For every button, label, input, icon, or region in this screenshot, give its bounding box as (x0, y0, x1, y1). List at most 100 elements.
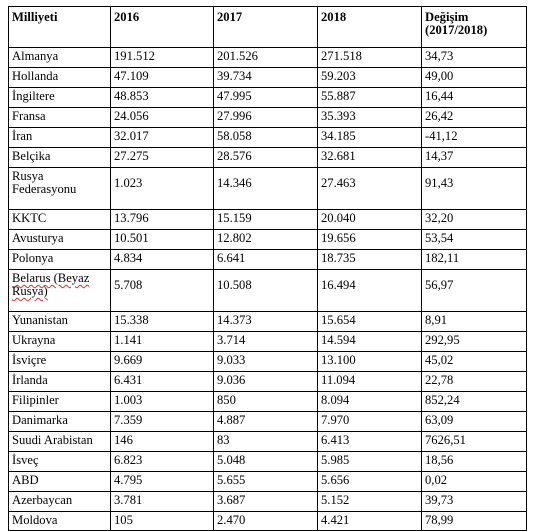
value-2016-cell: 4.795 (110, 471, 214, 492)
change-cell: -41,12 (421, 127, 527, 148)
value-2016-cell: 6.431 (110, 371, 214, 392)
value-2016-cell: 7.359 (110, 411, 214, 432)
value-2016-cell: 1.023 (110, 167, 214, 210)
change-cell: 22,78 (421, 371, 527, 392)
change-cell: 0,02 (421, 471, 527, 492)
value-2017-cell: 3.714 (213, 331, 318, 352)
nationality-cell: Azerbaycan (8, 491, 111, 512)
value-2018-cell: 11.094 (317, 371, 422, 392)
value-2017-cell: 28.576 (213, 147, 318, 168)
header-change: Değişim (2017/2018) (421, 6, 527, 48)
nationality-cell: Filipinler (8, 391, 111, 412)
value-2018-cell: 59.203 (317, 67, 422, 88)
value-2017-cell: 9.036 (213, 371, 318, 392)
value-2016-cell: 27.275 (110, 147, 214, 168)
value-2018-cell: 32.681 (317, 147, 422, 168)
change-cell: 32,20 (421, 209, 527, 230)
header-2017: 2017 (213, 6, 318, 48)
value-2018-cell: 14.594 (317, 331, 422, 352)
table-row: Azerbaycan 3.781 3.687 5.152 39,73 (8, 491, 527, 512)
migration-statistics-table: Milliyeti 2016 2017 2018 Değişim (2017/2… (8, 6, 527, 531)
value-2016-cell: 13.796 (110, 209, 214, 230)
value-2017-cell: 850 (213, 391, 318, 412)
value-2018-cell: 7.970 (317, 411, 422, 432)
value-2018-cell: 5.152 (317, 491, 422, 512)
value-2016-cell: 10.501 (110, 229, 214, 250)
table-row: Rusya Federasyonu 1.023 14.346 27.463 91,43 (8, 167, 527, 210)
nationality-cell: Polonya (8, 249, 111, 270)
change-cell: 56,97 (421, 269, 527, 312)
table-row: Filipinler 1.003 850 8.094 852,24 (8, 391, 527, 412)
table-row: İrlanda 6.431 9.036 11.094 22,78 (8, 371, 527, 392)
header-row: Milliyeti 2016 2017 2018 Değişim (2017/2… (8, 6, 527, 48)
nationality-cell: Avusturya (8, 229, 111, 250)
nationality-cell: Almanya (8, 47, 111, 68)
nationality-cell: Rusya Federasyonu (8, 167, 111, 210)
value-2017-cell: 58.058 (213, 127, 318, 148)
table-row: Ukrayna 1.141 3.714 14.594 292,95 (8, 331, 527, 352)
value-2017-cell: 14.373 (213, 311, 318, 332)
value-2018-cell: 8.094 (317, 391, 422, 412)
value-2017-cell: 83 (213, 431, 318, 452)
nationality-cell: KKTC (8, 209, 111, 230)
value-2018-cell: 20.040 (317, 209, 422, 230)
nationality-cell: Belçika (8, 147, 111, 168)
change-cell: 91,43 (421, 167, 527, 210)
header-nationality: Milliyeti (8, 6, 111, 48)
table-row: İran 32.017 58.058 34.185 -41,12 (8, 127, 527, 148)
value-2018-cell: 18.735 (317, 249, 422, 270)
nationality-cell: Moldova (8, 511, 111, 531)
value-2016-cell: 105 (110, 511, 214, 531)
table-row: İsviçre 9.669 9.033 13.100 45,02 (8, 351, 527, 372)
table-row: Fransa 24.056 27.996 35.393 26,42 (8, 107, 527, 128)
value-2018-cell: 16.494 (317, 269, 422, 312)
value-2017-cell: 3.687 (213, 491, 318, 512)
change-cell: 53,54 (421, 229, 527, 250)
value-2016-cell: 5.708 (110, 269, 214, 312)
nationality-cell: Danimarka (8, 411, 111, 432)
nationality-cell: Ukrayna (8, 331, 111, 352)
value-2018-cell: 5.656 (317, 471, 422, 492)
change-cell: 45,02 (421, 351, 527, 372)
value-2016-cell: 32.017 (110, 127, 214, 148)
value-2018-cell: 6.413 (317, 431, 422, 452)
value-2016-cell: 146 (110, 431, 214, 452)
table-row: Polonya 4.834 6.641 18.735 182,11 (8, 249, 527, 270)
nationality-cell: İsviçre (8, 351, 111, 372)
header-2018: 2018 (317, 6, 422, 48)
value-2016-cell: 47.109 (110, 67, 214, 88)
nationality-cell: Fransa (8, 107, 111, 128)
nationality-cell: Suudi Arabistan (8, 431, 111, 452)
value-2017-cell: 6.641 (213, 249, 318, 270)
nationality-cell: İrlanda (8, 371, 111, 392)
value-2016-cell: 191.512 (110, 47, 214, 68)
value-2017-cell: 4.887 (213, 411, 318, 432)
table-row: Belarus (Beyaz Rusya) 5.708 10.508 16.494 56… (8, 269, 527, 312)
value-2018-cell: 35.393 (317, 107, 422, 128)
value-2018-cell: 19.656 (317, 229, 422, 250)
value-2016-cell: 9.669 (110, 351, 214, 372)
value-2017-cell: 10.508 (213, 269, 318, 312)
value-2018-cell: 13.100 (317, 351, 422, 372)
change-cell: 292,95 (421, 331, 527, 352)
table-row: ABD 4.795 5.655 5.656 0,02 (8, 471, 527, 492)
table-row: Suudi Arabistan 146 83 6.413 7626,51 (8, 431, 527, 452)
value-2016-cell: 4.834 (110, 249, 214, 270)
value-2016-cell: 1.003 (110, 391, 214, 412)
change-cell: 852,24 (421, 391, 527, 412)
value-2018-cell: 34.185 (317, 127, 422, 148)
value-2017-cell: 12.802 (213, 229, 318, 250)
table-row: Yunanistan 15.338 14.373 15.654 8,91 (8, 311, 527, 332)
value-2016-cell: 48.853 (110, 87, 214, 108)
value-2018-cell: 4.421 (317, 511, 422, 531)
value-2016-cell: 3.781 (110, 491, 214, 512)
change-cell: 49,00 (421, 67, 527, 88)
value-2018-cell: 15.654 (317, 311, 422, 332)
nationality-cell: Belarus (Beyaz Rusya) (8, 269, 111, 312)
value-2018-cell: 271.518 (317, 47, 422, 68)
table-row: KKTC 13.796 15.159 20.040 32,20 (8, 209, 527, 230)
change-cell: 78,99 (421, 511, 527, 531)
change-cell: 63,09 (421, 411, 527, 432)
value-2017-cell: 2.470 (213, 511, 318, 531)
value-2017-cell: 15.159 (213, 209, 318, 230)
